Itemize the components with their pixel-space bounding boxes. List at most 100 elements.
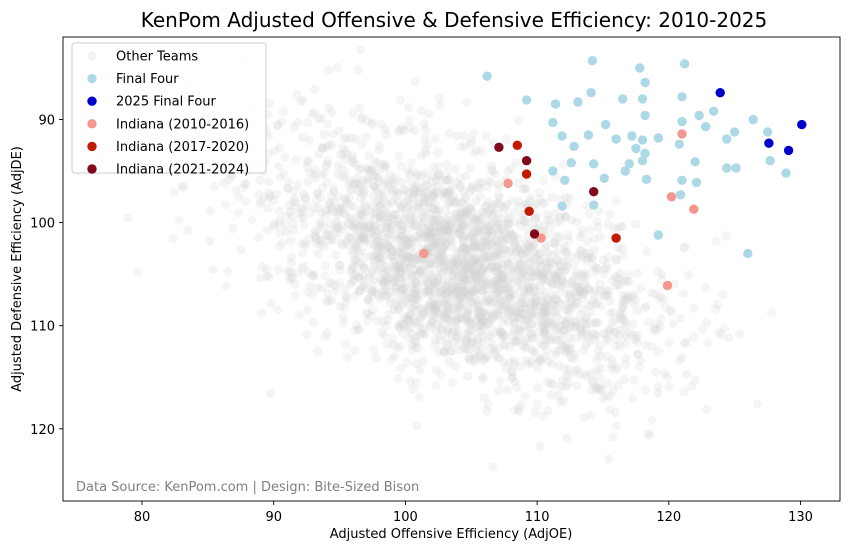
other-team-point	[493, 228, 503, 238]
other-team-point	[338, 172, 348, 182]
other-team-point	[283, 184, 293, 194]
other-team-point	[660, 302, 670, 312]
other-team-point	[403, 323, 413, 333]
other-team-point	[399, 125, 409, 135]
other-team-point	[425, 197, 435, 207]
other-team-point	[380, 161, 391, 171]
other-team-point	[608, 308, 619, 318]
other-team-point	[514, 404, 524, 414]
other-team-point	[365, 221, 375, 232]
other-team-point	[345, 233, 355, 243]
other-team-point	[465, 204, 475, 214]
other-team-point	[471, 271, 481, 281]
other-team-point	[468, 287, 478, 297]
other-team-point	[621, 294, 631, 304]
other-team-point	[474, 258, 485, 268]
other-team-point	[387, 186, 398, 196]
other-team-point	[475, 307, 485, 317]
other-team-point	[513, 243, 524, 253]
other-team-point	[384, 215, 394, 225]
other-team-point	[650, 325, 660, 335]
other-team-point	[540, 325, 550, 335]
final-four-point	[624, 159, 634, 169]
other-team-point	[724, 333, 734, 343]
other-team-point	[516, 314, 527, 324]
other-team-point	[466, 230, 476, 240]
other-team-point	[437, 248, 447, 258]
other-team-point	[421, 125, 431, 135]
other-team-point	[537, 291, 547, 301]
other-team-point	[478, 336, 488, 346]
other-team-point	[412, 170, 422, 180]
other-team-point	[393, 233, 403, 243]
other-team-point	[576, 253, 587, 263]
x-tick-label: 90	[265, 510, 282, 525]
other-team-point	[411, 270, 421, 280]
other-team-point	[700, 282, 711, 292]
other-team-point	[632, 268, 642, 278]
other-team-point	[549, 307, 559, 317]
other-team-point	[505, 283, 515, 293]
other-team-point	[539, 327, 549, 337]
other-team-point	[466, 246, 476, 256]
other-team-point	[589, 295, 599, 305]
other-team-point	[447, 278, 457, 288]
other-team-point	[556, 282, 566, 292]
other-team-point	[471, 315, 481, 325]
other-team-point	[445, 211, 455, 222]
other-team-point	[632, 331, 642, 341]
other-team-point	[527, 334, 537, 344]
other-team-point	[543, 209, 553, 220]
other-team-point	[480, 202, 490, 212]
other-team-point	[507, 195, 517, 206]
other-team-point	[266, 298, 276, 308]
other-team-point	[427, 228, 437, 238]
other-team-point	[374, 226, 384, 236]
other-team-point	[355, 45, 366, 55]
other-team-point	[455, 225, 465, 235]
other-team-point	[547, 317, 558, 327]
other-team-point	[485, 207, 495, 217]
other-team-point	[485, 343, 495, 353]
other-team-point	[380, 210, 390, 220]
other-team-point	[446, 218, 456, 229]
other-team-point	[323, 65, 334, 75]
other-team-point	[412, 231, 422, 242]
other-team-point	[504, 290, 514, 300]
other-team-point	[618, 221, 628, 231]
other-team-point	[399, 272, 409, 282]
other-team-point	[378, 163, 389, 173]
other-team-point	[599, 289, 609, 300]
other-team-point	[472, 261, 483, 271]
other-team-point	[548, 249, 558, 259]
other-team-point	[301, 241, 311, 251]
other-team-point	[401, 265, 411, 275]
other-team-point	[382, 218, 392, 228]
other-team-point	[447, 258, 457, 268]
other-team-point	[714, 327, 724, 337]
other-team-point	[584, 284, 594, 294]
other-team-point	[579, 413, 589, 423]
other-team-point	[496, 305, 506, 315]
other-team-point	[406, 309, 416, 319]
other-team-point	[492, 287, 502, 297]
other-team-point	[550, 270, 560, 280]
other-team-point	[560, 212, 571, 222]
other-team-point	[464, 260, 474, 270]
other-team-point	[515, 361, 525, 371]
other-team-point	[627, 329, 637, 339]
x-axis: 80 90 100 110 120 130	[134, 501, 813, 525]
other-team-point	[269, 221, 279, 231]
other-team-point	[596, 386, 606, 396]
other-team-point	[443, 225, 453, 235]
other-team-point	[612, 363, 622, 373]
other-team-point	[429, 215, 439, 225]
other-team-point	[339, 134, 349, 144]
other-team-point	[599, 269, 609, 279]
other-team-point	[374, 177, 384, 187]
other-team-point	[491, 236, 501, 246]
other-team-point	[394, 262, 404, 272]
other-team-point	[578, 304, 588, 314]
other-team-point	[474, 312, 484, 322]
other-team-point	[312, 283, 322, 293]
